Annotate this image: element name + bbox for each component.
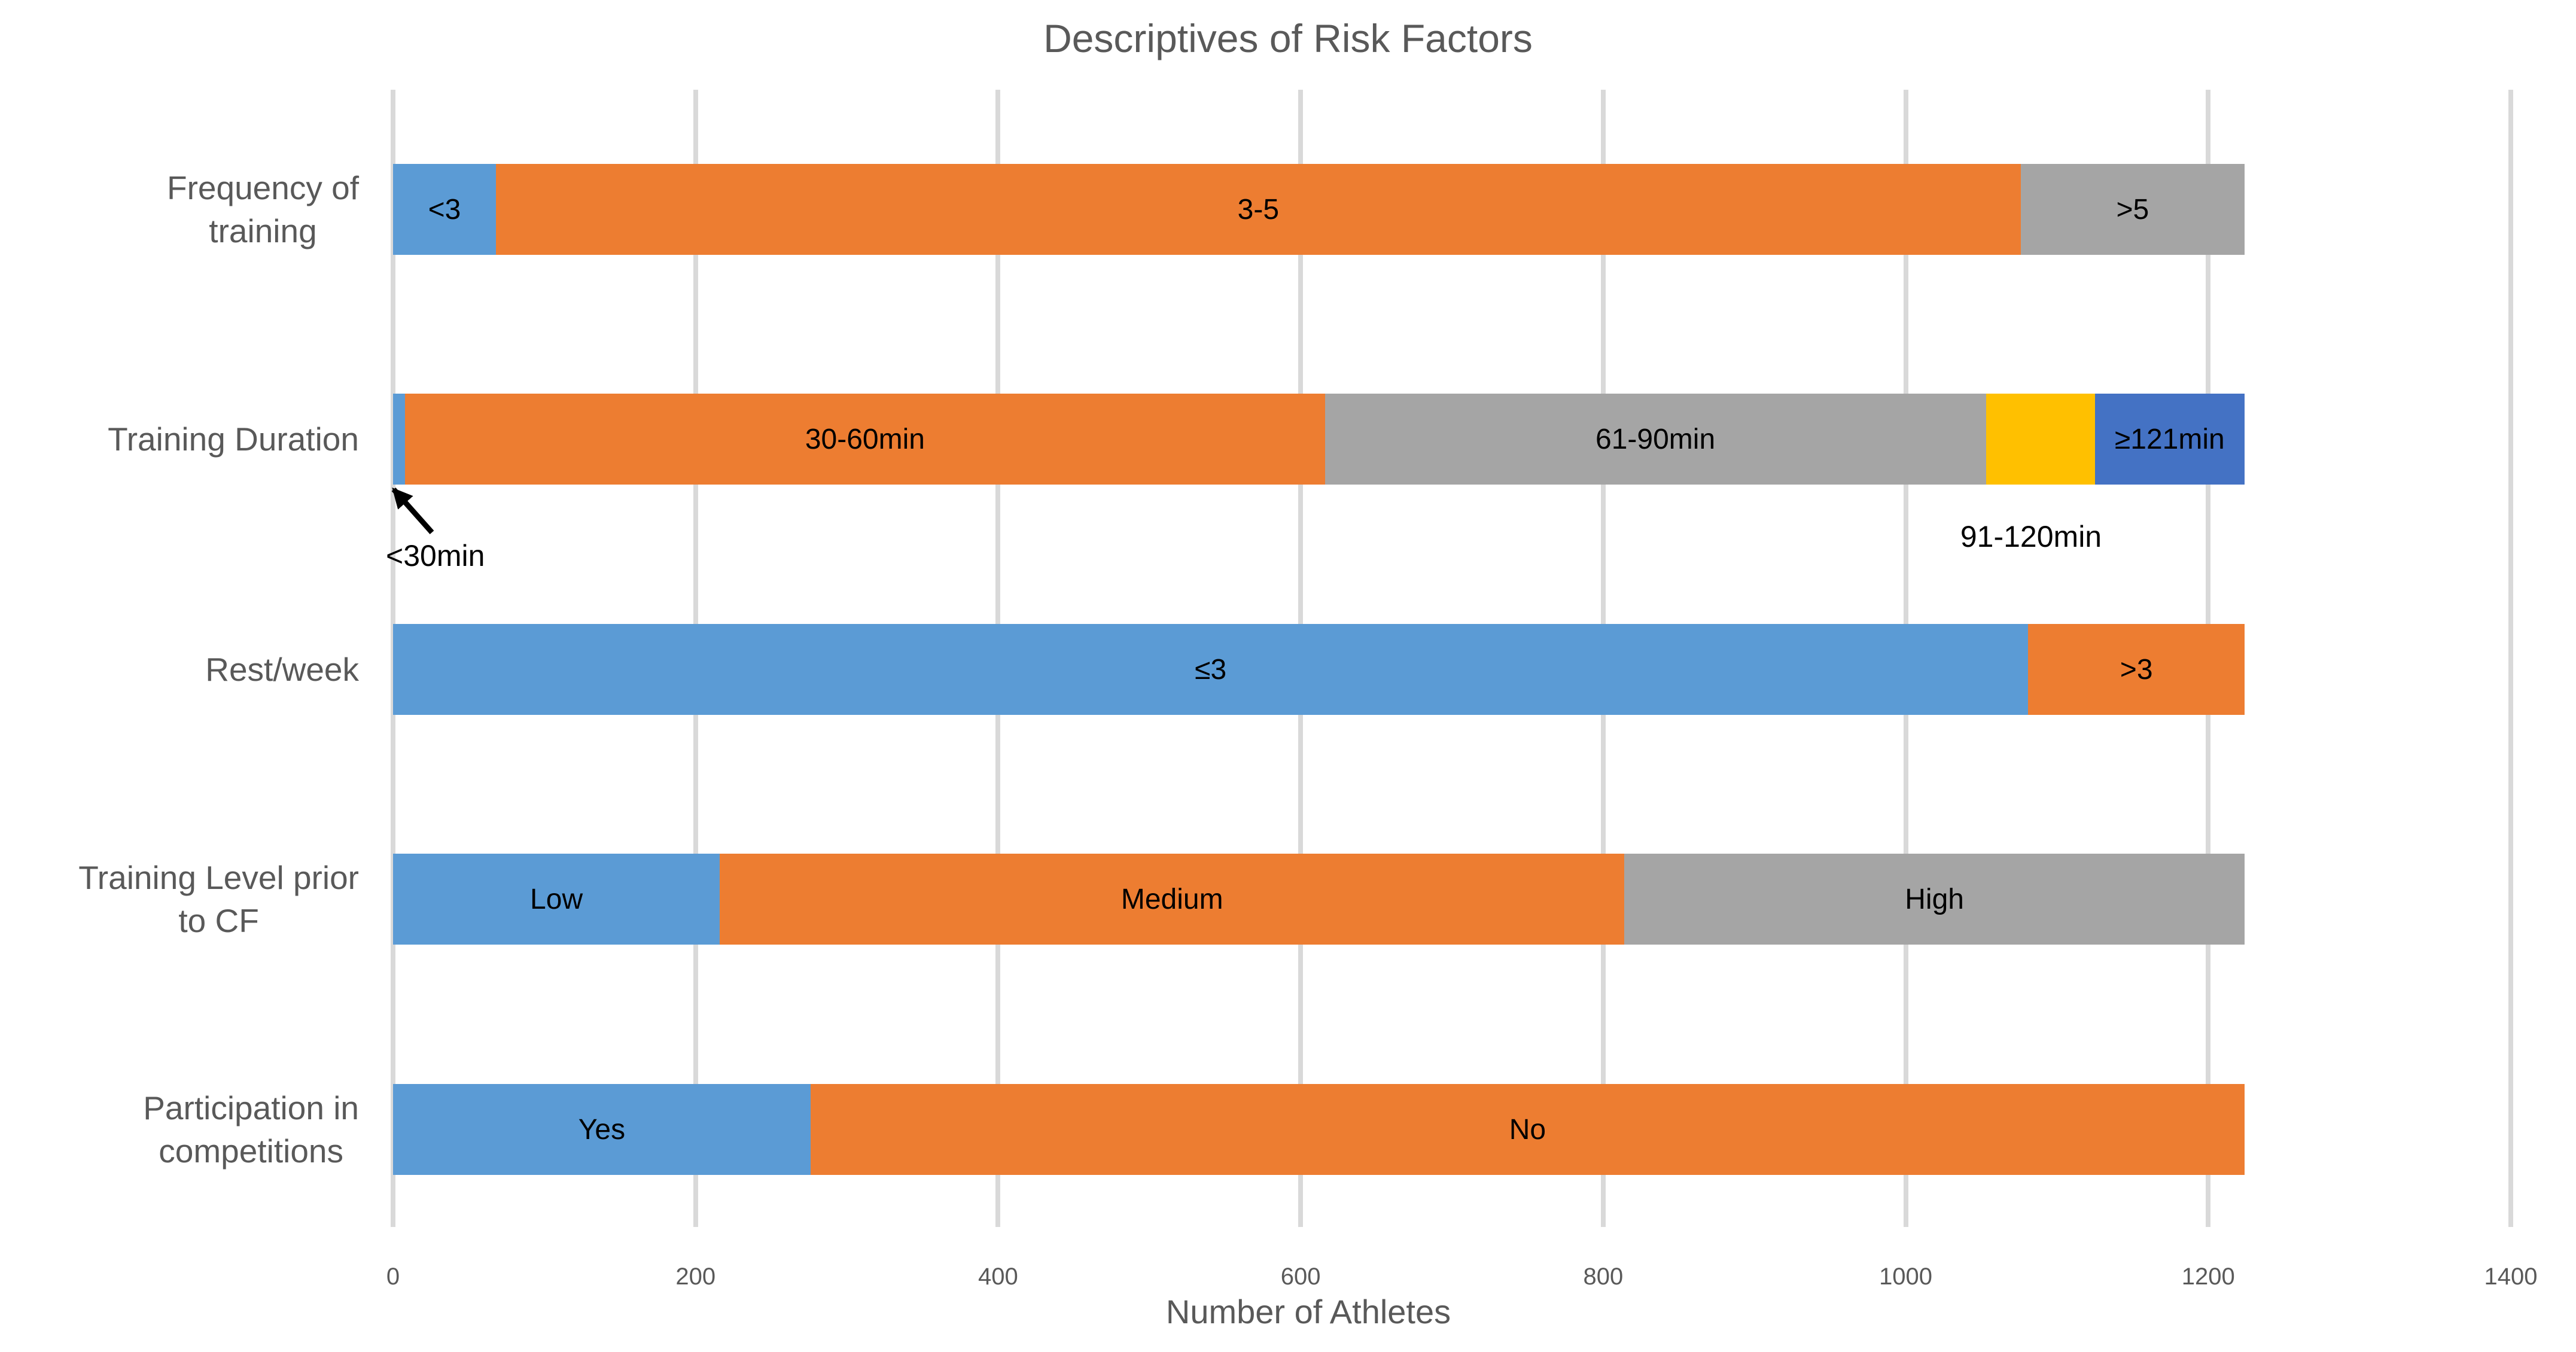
x-axis-title: Number of Athletes [1165, 1293, 1451, 1330]
category-label-line: training [209, 212, 317, 249]
segment-label: Low [530, 883, 583, 915]
bar-segment [393, 394, 406, 485]
category-label-line: Training Duration [108, 421, 359, 458]
bar-segment: 61-90min [1324, 394, 1986, 485]
segment-label: High [1905, 883, 1964, 915]
bar-segment: Medium [720, 854, 1625, 945]
category-label-lines: Training Duration [108, 418, 359, 461]
gridline [2508, 90, 2513, 1227]
category-label-line: competitions [159, 1132, 343, 1170]
bar-segment [1986, 394, 2095, 485]
bar-segment: Low [393, 854, 720, 945]
x-tick-label: 1200 [2181, 1263, 2235, 1290]
x-tick-label: 0 [386, 1263, 400, 1290]
bar-segment: >5 [2020, 164, 2245, 255]
category-label-line: Participation in [143, 1089, 359, 1126]
segment-label: 61-90min [1595, 423, 1716, 455]
annotation-91-120min-label: 91-120min [1960, 520, 2102, 553]
bar-segment: Yes [393, 1084, 811, 1175]
category-label-lines: Frequency of training [167, 166, 359, 252]
segment-label: <3 [428, 193, 461, 226]
segment-label: 3-5 [1237, 193, 1280, 226]
x-tick-label: 200 [675, 1263, 716, 1290]
bar-segment: ≥121min [2094, 394, 2245, 485]
chart-title: Descriptives of Risk Factors [1043, 16, 1533, 60]
bar-segment: 30-60min [405, 394, 1325, 485]
category-label-lines: Rest/week [205, 648, 359, 691]
bar-segment: >3 [2028, 624, 2245, 715]
category-label: Training Level prior to CF [0, 854, 359, 945]
x-tick-label: 400 [978, 1263, 1018, 1290]
segment-label: ≤3 [1195, 653, 1227, 686]
category-label: Rest/week [0, 624, 359, 715]
bar-row: Yes No [393, 1084, 2511, 1175]
segment-label: ≥121min [2114, 423, 2225, 455]
category-label-line: to CF [178, 902, 259, 939]
category-label: Training Duration [0, 394, 359, 485]
bar-row: Low Medium High [393, 854, 2511, 945]
annotation-under-30min-label: <30min [386, 539, 485, 573]
category-label: Participation in competitions [0, 1084, 359, 1175]
bar-segment: No [810, 1084, 2245, 1175]
bar-segment: <3 [393, 164, 496, 255]
bar-segment: High [1624, 854, 2245, 945]
segment-label: >5 [2116, 193, 2149, 226]
callout-arrow [391, 488, 434, 534]
segment-label: Yes [578, 1113, 626, 1146]
category-label-line: Rest/week [205, 651, 359, 688]
bar-segment: 3-5 [495, 164, 2021, 255]
x-tick-label: 600 [1280, 1263, 1321, 1290]
category-label-lines: Participation in competitions [143, 1086, 359, 1173]
category-label: Frequency of training [0, 164, 359, 255]
category-label-lines: Training Level prior to CF [78, 856, 359, 942]
bar-row: <3 3-5 >5 [393, 164, 2511, 255]
segment-label: >3 [2120, 653, 2153, 686]
segment-label: 30-60min [805, 423, 925, 455]
segment-label: No [1509, 1113, 1546, 1146]
x-tick-label: 800 [1583, 1263, 1624, 1290]
bar-row: ≤3 >3 [393, 624, 2511, 715]
category-label-line: Training Level prior [78, 859, 359, 896]
segment-label: Medium [1120, 883, 1223, 915]
category-label-line: Frequency of [166, 169, 359, 206]
bar-row: 30-60min 61-90min ≥121min [393, 394, 2511, 485]
x-tick-label: 1400 [2484, 1263, 2538, 1290]
bar-segment: ≤3 [393, 624, 2029, 715]
x-tick-label: 1000 [1879, 1263, 1933, 1290]
